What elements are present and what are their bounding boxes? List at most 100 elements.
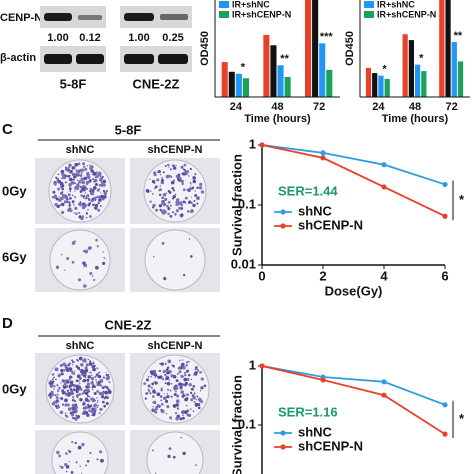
colony (187, 210, 190, 213)
colony (192, 410, 195, 412)
panel-cell: CNE-2Z (105, 317, 152, 332)
colony (160, 399, 163, 402)
colony (82, 261, 86, 265)
colony (186, 188, 189, 191)
y-tick-label: 0.01 (231, 256, 256, 271)
colony (97, 404, 99, 407)
colony (77, 162, 81, 166)
colony (91, 381, 94, 384)
colony (93, 278, 96, 282)
colony (74, 417, 78, 421)
colony (89, 215, 92, 218)
bar (242, 78, 249, 97)
colony (173, 392, 177, 397)
colony (86, 382, 90, 386)
blot-cell: 5-8F (60, 76, 87, 91)
colony (88, 372, 90, 374)
bar (305, 0, 312, 97)
colony (71, 166, 74, 169)
x-tick-label: 48 (409, 101, 421, 113)
colony (93, 364, 96, 368)
colony (161, 201, 165, 206)
blot-membrane (120, 6, 192, 28)
colony (74, 182, 77, 185)
colony (75, 379, 79, 383)
point (442, 431, 448, 437)
colony (190, 387, 194, 391)
colony (67, 175, 71, 178)
colony (68, 182, 72, 187)
colony (64, 167, 69, 172)
ratio: 0.25 (162, 32, 183, 44)
colony (90, 414, 93, 416)
colony (66, 256, 70, 260)
colony (71, 392, 74, 395)
colony (55, 176, 58, 179)
colony (86, 378, 90, 382)
colony (182, 366, 186, 370)
colony (103, 191, 108, 196)
band (124, 54, 154, 64)
colony (94, 196, 97, 200)
colony (53, 388, 55, 390)
colony (55, 265, 60, 269)
legend-point (280, 223, 286, 229)
colony (61, 184, 65, 188)
colony (55, 402, 58, 404)
colony (192, 179, 197, 184)
band (158, 54, 188, 64)
blot-cell: CNE-2Z (133, 76, 180, 91)
colony (67, 208, 71, 213)
colony (174, 412, 178, 415)
colony (172, 364, 175, 368)
colony (71, 403, 75, 408)
colony (79, 369, 81, 371)
colony (64, 174, 67, 177)
colony (58, 373, 62, 376)
colony (197, 197, 200, 200)
colony (167, 163, 170, 167)
colony (95, 171, 98, 173)
colony (74, 409, 78, 413)
x-axis-label: Time (hours) (244, 113, 311, 125)
colony (171, 186, 174, 190)
x-tick-label: 24 (230, 101, 243, 113)
colony (185, 361, 189, 364)
colony (84, 398, 89, 402)
colony (159, 185, 162, 187)
colony (168, 379, 171, 382)
colony (61, 191, 64, 193)
colony (80, 363, 84, 367)
colony (187, 373, 191, 377)
colony (166, 394, 170, 399)
colony (99, 407, 103, 411)
colony (83, 360, 86, 363)
colony (165, 375, 168, 378)
colony (156, 392, 161, 397)
point (259, 142, 265, 148)
colony (93, 399, 96, 402)
colony (165, 399, 169, 403)
colony (72, 360, 75, 363)
colony (58, 204, 62, 207)
colony (178, 206, 182, 210)
colony (75, 212, 78, 215)
colony (190, 196, 193, 198)
colony (149, 178, 151, 181)
colony (52, 378, 54, 381)
colony (174, 213, 177, 215)
colony (71, 383, 74, 387)
colony (96, 367, 99, 370)
colony (90, 397, 95, 401)
colony (71, 194, 74, 197)
colony (160, 178, 164, 182)
colony (84, 188, 87, 191)
colony (162, 378, 165, 381)
x-tick-label: 72 (313, 101, 325, 113)
bar (378, 75, 384, 97)
colony (177, 173, 181, 177)
blot-row-label: CENP-N (0, 12, 42, 24)
colony (166, 381, 171, 386)
colony (172, 189, 176, 192)
colony (91, 173, 93, 176)
